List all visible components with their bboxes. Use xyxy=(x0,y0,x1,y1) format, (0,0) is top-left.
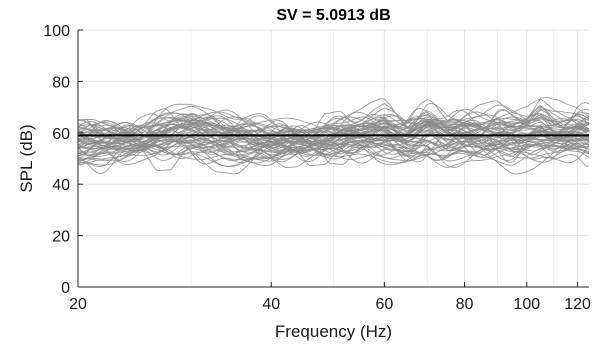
chart-title: SV = 5.0913 dB xyxy=(276,7,390,24)
spl-curve xyxy=(77,120,590,155)
curves xyxy=(77,97,590,175)
y-tick-label: 20 xyxy=(52,229,70,246)
y-tick-label: 60 xyxy=(52,126,70,143)
spl-curve xyxy=(77,121,590,146)
y-axis-label: SPL (dB) xyxy=(17,124,36,192)
x-axis-label: Frequency (Hz) xyxy=(275,322,392,341)
spl-curve xyxy=(77,103,590,140)
spl-curve xyxy=(77,119,590,156)
x-tick-label: 100 xyxy=(513,296,540,313)
spl-curve xyxy=(77,98,590,145)
spl-curve xyxy=(77,132,590,171)
x-tick-label: 40 xyxy=(262,296,280,313)
spl-curve xyxy=(77,122,590,158)
x-tick-label: 80 xyxy=(456,296,474,313)
spl-curve xyxy=(77,137,590,161)
y-tick-label: 40 xyxy=(52,177,70,194)
x-tick-label: 20 xyxy=(69,296,87,313)
spl-curve xyxy=(77,124,590,163)
grid xyxy=(77,29,589,288)
spl-curve xyxy=(77,102,590,144)
spl-curve xyxy=(77,126,590,156)
spl-curve xyxy=(77,136,590,175)
spl-curve xyxy=(77,113,590,150)
y-tick-label: 100 xyxy=(43,23,70,40)
y-tick-label: 0 xyxy=(61,280,70,297)
x-tick-label: 60 xyxy=(375,296,393,313)
y-tick-label: 80 xyxy=(52,74,70,91)
spl-curve xyxy=(77,97,590,150)
x-tick-label: 120 xyxy=(564,296,591,313)
axes xyxy=(77,29,589,288)
